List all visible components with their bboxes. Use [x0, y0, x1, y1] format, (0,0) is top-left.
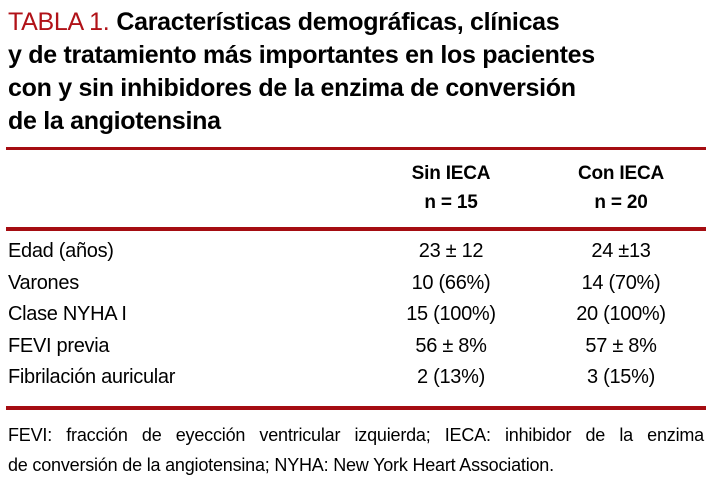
column-name: Con IECA — [577, 163, 664, 184]
table-row: Varones 10 (66%) 14 (70%) — [6, 268, 706, 300]
column-header-con-ieca: Con IECA n = 20 — [536, 159, 706, 217]
table-title-line: y de tratamiento más importantes en los … — [8, 41, 595, 69]
cell-sin-ieca: 56 ± 8% — [415, 334, 487, 357]
cell-con-ieca: 24 ±13 — [591, 240, 651, 262]
column-header-sin-ieca: Sin IECA n = 15 — [366, 159, 536, 217]
column-n: n = 20 — [594, 192, 648, 213]
row-label: Fibrilación auricular — [8, 366, 176, 388]
table-header-row: Sin IECA n = 15 Con IECA n = 20 — [6, 150, 706, 227]
cell-con-ieca: 57 ± 8% — [585, 334, 657, 357]
table-title-line: TABLA 1. Características demográficas, cl… — [8, 6, 704, 39]
table-title-line: con y sin inhibidores de la enzima de co… — [8, 74, 576, 102]
table-number-label: TABLA 1. — [8, 8, 110, 36]
table-rule-bottom — [6, 405, 706, 410]
table-row: Fibrilación auricular 2 (13%) 3 (15%) — [6, 362, 706, 394]
cell-sin-ieca: 23 ± 12 — [418, 240, 484, 262]
cell-sin-ieca: 15 (100%) — [406, 303, 496, 325]
table-row: FEVI previa 56 ± 8% 57 ± 8% — [6, 331, 706, 363]
table-title-line: de la angiotensina — [8, 107, 221, 135]
table-rule-top — [6, 147, 706, 150]
cell-sin-ieca: 2 (13%) — [417, 366, 485, 388]
row-label: Edad (años) — [8, 240, 114, 262]
cell-con-ieca: 3 (15%) — [587, 366, 655, 388]
table-rule-header-separator — [6, 227, 706, 231]
cell-con-ieca: 20 (100%) — [576, 303, 666, 325]
table-row: Clase NYHA I 15 (100%) 20 (100%) — [6, 299, 706, 331]
table-figure: TABLA 1. Características demográficas, cl… — [0, 6, 712, 500]
row-label: FEVI previa — [8, 334, 110, 357]
cell-sin-ieca: 10 (66%) — [411, 271, 491, 294]
row-label: Varones — [8, 271, 79, 294]
table-title: TABLA 1. Características demográficas, cl… — [8, 6, 704, 138]
footnote-line: de conversión de la angiotensina; NYHA: … — [8, 454, 554, 475]
cell-con-ieca: 14 (70%) — [581, 271, 661, 294]
table-row: Edad (años) 23 ± 12 24 ±13 — [6, 236, 706, 268]
table-footnote: FEVI: fracción de eyección ventricular i… — [8, 420, 704, 480]
footnote-line: FEVI: fracción de eyección ventricular i… — [8, 424, 704, 445]
column-name: Sin IECA — [411, 163, 491, 184]
table-body: Edad (años) 23 ± 12 24 ±13 Varones 10 (6… — [6, 231, 706, 406]
row-label: Clase NYHA I — [8, 303, 127, 325]
table-title-text: Características demográficas, clínicas — [116, 8, 560, 36]
column-n: n = 15 — [424, 192, 478, 213]
